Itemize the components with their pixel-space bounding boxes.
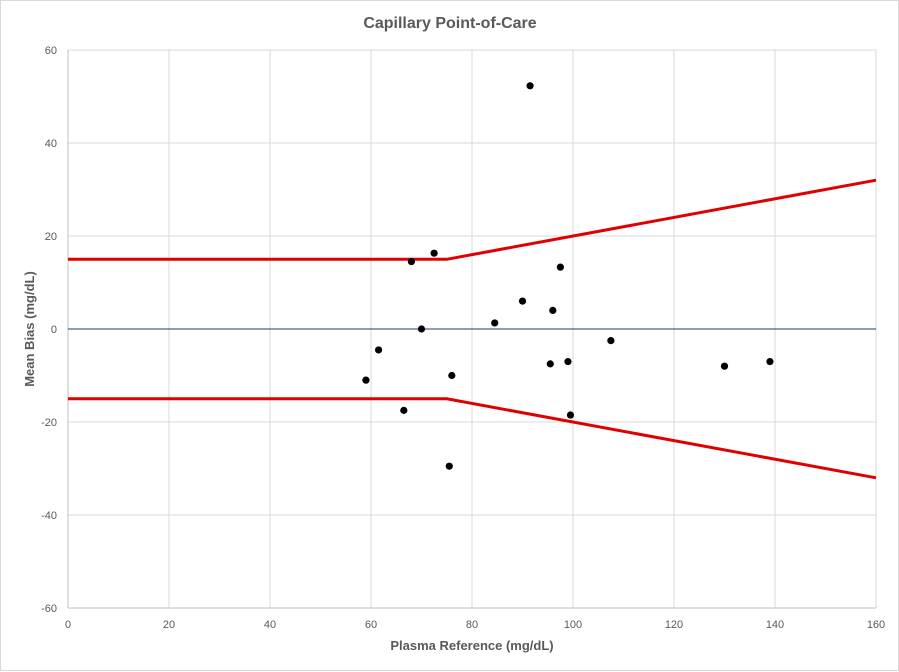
acceptance-limit-lines (68, 178, 877, 480)
data-point (526, 82, 534, 90)
data-point (720, 362, 729, 370)
data-point (564, 357, 572, 366)
data-point (518, 297, 527, 305)
data-point (549, 306, 557, 314)
data-point (407, 257, 415, 266)
data-point (607, 337, 615, 345)
y-tick-label: -40 (41, 510, 57, 522)
x-axis-title: Plasma Reference (mg/dL) (390, 638, 553, 653)
x-tick-label: 120 (665, 619, 683, 631)
y-tick-label: -20 (41, 417, 57, 429)
upper-limit-line (68, 178, 877, 261)
data-point (556, 263, 564, 271)
data-points (362, 82, 774, 470)
data-point (400, 406, 408, 414)
y-axis-title: Mean Bias (mg/dL) (22, 271, 37, 387)
y-tick-label: -60 (41, 603, 57, 615)
lower-limit-line (68, 397, 877, 480)
data-point (374, 346, 383, 354)
y-tick-label: 20 (45, 231, 57, 243)
x-tick-label: 140 (766, 619, 784, 631)
data-point (417, 325, 426, 333)
y-tick-label: 40 (45, 138, 57, 150)
data-point (430, 249, 438, 257)
x-tick-label: 0 (65, 619, 71, 631)
data-point (448, 371, 456, 380)
x-tick-label: 100 (564, 619, 582, 631)
x-tick-label: 20 (163, 619, 175, 631)
x-tick-label: 60 (365, 619, 377, 631)
y-tick-label: 60 (45, 45, 57, 57)
data-point (766, 357, 774, 366)
x-tick-label: 80 (466, 619, 478, 631)
x-tick-label: 160 (867, 619, 885, 631)
data-point (491, 319, 499, 327)
data-point (445, 462, 453, 470)
tick-labels: 0 20 40 60 80 100 120 140 160 -60 -40 -20 0 20 40 60 (41, 45, 885, 631)
x-tick-label: 40 (264, 619, 276, 631)
data-point (546, 360, 554, 368)
chart-title: Capillary Point-of-Care (363, 15, 536, 32)
data-point (566, 411, 575, 419)
data-point (362, 376, 370, 384)
y-tick-label: 0 (51, 324, 57, 336)
